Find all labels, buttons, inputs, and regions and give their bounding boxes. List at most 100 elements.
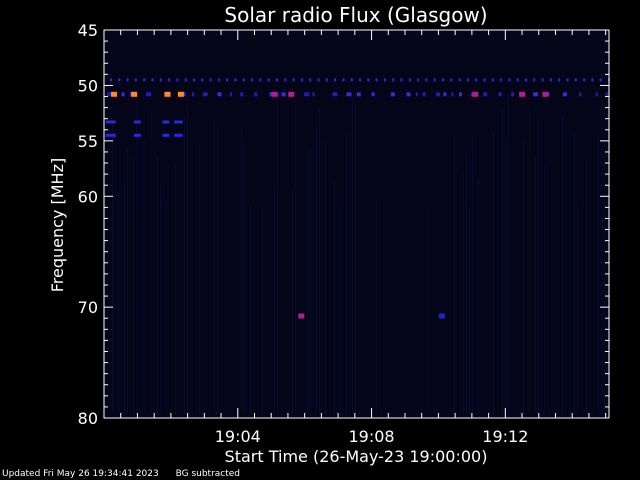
y-tick-label: 50 bbox=[78, 76, 98, 95]
footer-status: Updated Fri May 26 19:34:41 2023 BG subt… bbox=[2, 469, 254, 479]
band-mark bbox=[483, 92, 488, 97]
band-mark bbox=[422, 92, 426, 97]
band-mark bbox=[126, 78, 129, 82]
band-mark bbox=[105, 120, 116, 124]
band-mark bbox=[579, 92, 582, 97]
band-mark bbox=[151, 78, 154, 82]
band-mark bbox=[541, 78, 544, 82]
band-mark bbox=[300, 78, 303, 82]
band-mark bbox=[332, 92, 338, 97]
noise-streak bbox=[574, 132, 575, 414]
x-axis-label: Start Time (26-May-23 19:00:00) bbox=[225, 447, 488, 466]
noise-streak bbox=[334, 180, 335, 414]
band-mark bbox=[162, 133, 170, 137]
band-mark bbox=[450, 78, 453, 82]
band-mark bbox=[425, 78, 428, 82]
noise-streak bbox=[112, 119, 113, 415]
band-mark bbox=[143, 78, 146, 82]
band-mark bbox=[107, 92, 111, 97]
plot-background bbox=[104, 30, 609, 418]
band-mark bbox=[583, 78, 586, 82]
band-mark bbox=[229, 92, 232, 97]
band-mark bbox=[259, 78, 262, 82]
band-mark bbox=[356, 92, 361, 97]
noise-streak bbox=[295, 99, 296, 414]
band-mark bbox=[400, 78, 403, 82]
band-mark bbox=[269, 92, 273, 97]
hotspot-mark bbox=[288, 91, 295, 97]
noise-streak bbox=[166, 201, 167, 414]
band-mark bbox=[342, 78, 345, 82]
noise-streak bbox=[529, 105, 530, 415]
band-mark bbox=[533, 78, 536, 82]
band-mark bbox=[174, 120, 183, 124]
noise-streak bbox=[355, 93, 356, 414]
band-mark bbox=[408, 78, 411, 82]
band-mark bbox=[549, 78, 552, 82]
band-mark bbox=[566, 78, 569, 82]
band-mark bbox=[201, 78, 204, 82]
band-mark bbox=[392, 78, 395, 82]
noise-streak bbox=[325, 138, 326, 414]
band-mark bbox=[371, 92, 375, 97]
hotspot-mark bbox=[438, 313, 445, 319]
noise-streak bbox=[472, 136, 473, 414]
hotspot-mark bbox=[472, 91, 479, 97]
band-mark bbox=[292, 78, 295, 82]
band-mark bbox=[174, 133, 183, 137]
noise-streak bbox=[274, 185, 275, 414]
noise-streak bbox=[217, 122, 218, 415]
band-mark bbox=[451, 92, 454, 97]
noise-streak bbox=[145, 140, 146, 414]
band-mark bbox=[234, 78, 237, 82]
bg-subtracted-note: BG subtracted bbox=[175, 469, 241, 479]
band-mark bbox=[458, 92, 462, 97]
hotspot-mark bbox=[271, 91, 278, 97]
spectrogram-plot-area bbox=[104, 30, 609, 418]
noise-streak bbox=[463, 171, 464, 414]
noise-streak bbox=[127, 149, 128, 415]
band-mark bbox=[442, 78, 444, 82]
noise-streak bbox=[523, 138, 524, 414]
band-mark bbox=[325, 78, 328, 82]
noise-streak bbox=[277, 92, 278, 415]
band-mark bbox=[217, 92, 222, 97]
spectrogram-marks bbox=[105, 78, 610, 319]
band-mark bbox=[466, 78, 469, 82]
band-mark bbox=[254, 92, 258, 97]
band-mark bbox=[317, 78, 320, 82]
noise-streak bbox=[118, 195, 119, 414]
noise-streak bbox=[157, 155, 158, 414]
noise-streak bbox=[493, 131, 494, 414]
noise-streak bbox=[262, 208, 263, 414]
noise-streak bbox=[187, 95, 188, 414]
band-mark bbox=[406, 92, 411, 97]
noise-streak bbox=[352, 98, 353, 414]
band-mark bbox=[562, 92, 567, 97]
band-mark bbox=[334, 78, 337, 82]
noise-streak bbox=[184, 116, 185, 414]
y-tick-label: 70 bbox=[78, 298, 98, 317]
band-mark bbox=[209, 78, 212, 82]
noise-streak bbox=[469, 205, 470, 414]
noise-streak bbox=[346, 133, 347, 414]
band-mark bbox=[182, 92, 186, 97]
noise-streak bbox=[175, 162, 176, 414]
band-mark bbox=[276, 78, 278, 82]
band-mark bbox=[346, 92, 352, 97]
band-mark bbox=[383, 78, 386, 82]
hotspot-mark bbox=[519, 91, 526, 97]
band-mark bbox=[242, 78, 245, 82]
noise-streak bbox=[508, 93, 509, 414]
noise-streak bbox=[604, 136, 605, 414]
band-mark bbox=[516, 78, 519, 82]
axis-ticks: 45 50 55 60 70 80 19:04 19:08 19:12 bbox=[78, 21, 609, 446]
hotspot-mark bbox=[298, 313, 305, 319]
band-mark bbox=[159, 78, 162, 82]
noise-streak bbox=[151, 110, 152, 414]
noise-streak bbox=[577, 200, 578, 414]
noise-streak bbox=[598, 130, 599, 414]
band-mark bbox=[118, 78, 121, 82]
band-mark bbox=[110, 78, 112, 82]
chart-title: Solar radio Flux (Glasgow) bbox=[224, 3, 487, 27]
